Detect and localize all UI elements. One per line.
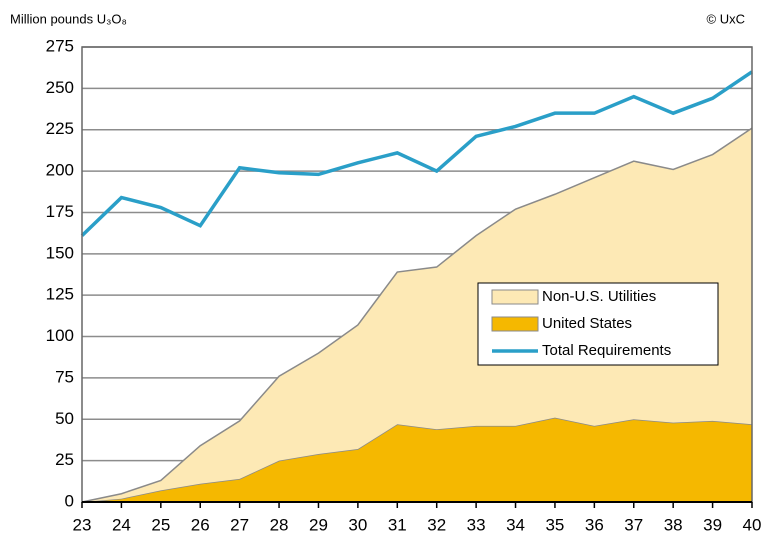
y-tick-label: 150 — [46, 243, 74, 262]
y-axis-label: Million pounds U₃O₈ — [10, 11, 127, 26]
x-tick-label: 23 — [73, 515, 92, 534]
x-tick-label: 29 — [309, 515, 328, 534]
x-tick-label: 39 — [703, 515, 722, 534]
x-tick-label: 34 — [506, 515, 525, 534]
x-tick-label: 33 — [467, 515, 486, 534]
y-tick-label: 200 — [46, 161, 74, 180]
x-tick-label: 24 — [112, 515, 131, 534]
legend-swatch — [491, 289, 539, 305]
x-tick-label: 26 — [191, 515, 210, 534]
area — [82, 128, 752, 502]
x-tick-label: 40 — [743, 515, 762, 534]
y-tick-label: 275 — [46, 36, 74, 55]
legend-swatch — [491, 316, 539, 332]
y-tick-label: 50 — [55, 409, 74, 428]
y-tick-label: 75 — [55, 367, 74, 386]
y-tick-label: 175 — [46, 202, 74, 221]
y-tick-label: 225 — [46, 119, 74, 138]
x-tick-label: 37 — [624, 515, 643, 534]
x-tick-label: 38 — [664, 515, 683, 534]
area-edge — [81, 127, 753, 503]
x-tick-label: 36 — [585, 515, 604, 534]
legend-label: Non-U.S. Utilities — [542, 288, 656, 305]
legend-label: Total Requirements — [542, 342, 671, 359]
x-tick-label: 35 — [545, 515, 564, 534]
line — [80, 70, 753, 237]
x-tick-label: 27 — [230, 515, 249, 534]
x-tick-label: 28 — [270, 515, 289, 534]
y-tick-label: 0 — [65, 491, 74, 510]
x-tick-label: 30 — [348, 515, 367, 534]
y-tick-label: 250 — [46, 78, 74, 97]
source: © UxC — [707, 11, 745, 26]
x-tick-label: 25 — [151, 515, 170, 534]
y-tick-label: 100 — [46, 326, 74, 345]
y-tick-label: 125 — [46, 285, 74, 304]
legend-label: United States — [542, 315, 632, 332]
y-tick-label: 25 — [55, 450, 74, 469]
area — [82, 417, 752, 502]
x-tick-label: 31 — [388, 515, 407, 534]
x-tick-label: 32 — [427, 515, 446, 534]
